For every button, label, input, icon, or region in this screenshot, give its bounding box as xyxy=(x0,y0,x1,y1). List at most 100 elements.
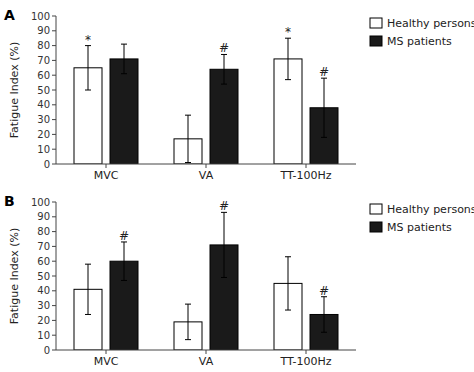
error-bar xyxy=(221,212,227,277)
y-tick-label: 50 xyxy=(37,271,50,282)
y-tick-label: 40 xyxy=(37,285,50,296)
panel: **##0102030405060708090100MVCVATT-100HzF… xyxy=(4,7,474,182)
x-tick-label: TT-100Hz xyxy=(279,355,331,368)
annotation: # xyxy=(119,229,129,243)
y-tick xyxy=(52,30,56,31)
x-tick-label: TT-100Hz xyxy=(279,169,331,182)
figure: **##0102030405060708090100MVCVATT-100HzF… xyxy=(0,0,474,372)
error-cap xyxy=(321,332,327,333)
error-bar xyxy=(121,44,127,74)
x-tick xyxy=(206,350,207,354)
y-tick-label: 60 xyxy=(37,70,50,81)
y-tick xyxy=(52,149,56,150)
error-cap xyxy=(285,256,291,257)
annotation: # xyxy=(219,41,229,55)
y-axis-label: Fatigue Index (%) xyxy=(8,42,21,138)
error-cap xyxy=(285,79,291,80)
x-tick xyxy=(106,164,107,168)
error-cap xyxy=(185,339,191,340)
panel: ###0102030405060708090100MVCVATT-100HzFa… xyxy=(4,193,474,368)
plot-area xyxy=(74,212,338,350)
panel-label: B xyxy=(4,193,15,209)
y-tick xyxy=(52,45,56,46)
bar xyxy=(110,59,138,164)
error-cap xyxy=(121,280,127,281)
error-line xyxy=(188,304,189,340)
error-line xyxy=(88,264,89,314)
y-tick-label: 0 xyxy=(44,159,50,170)
y-axis-label: Fatigue Index (%) xyxy=(8,228,21,324)
x-tick-label: VA xyxy=(199,169,214,182)
legend: Healthy persons MS patients xyxy=(370,17,474,48)
error-cap xyxy=(121,44,127,45)
annotation: # xyxy=(319,284,329,298)
error-line xyxy=(124,242,125,280)
y-tick xyxy=(52,276,56,277)
y-tick xyxy=(52,202,56,203)
y-tick-label: 100 xyxy=(31,11,50,22)
x-tick xyxy=(306,164,307,168)
y-tick-label: 30 xyxy=(37,114,50,125)
y-tick xyxy=(52,90,56,91)
error-bar xyxy=(85,46,91,90)
error-line xyxy=(288,38,289,79)
error-cap xyxy=(285,310,291,311)
y-tick-label: 20 xyxy=(37,129,50,140)
error-bar xyxy=(321,78,327,137)
y-tick-label: 10 xyxy=(37,144,50,155)
x-tick-label: VA xyxy=(199,355,214,368)
y-tick-label: 20 xyxy=(37,315,50,326)
legend-swatch xyxy=(370,222,382,232)
y-tick xyxy=(52,134,56,135)
y-tick-label: 80 xyxy=(37,40,50,51)
y-tick xyxy=(52,104,56,105)
y-tick-label: 70 xyxy=(37,241,50,252)
error-line xyxy=(324,297,325,333)
error-cap xyxy=(185,304,191,305)
legend-label: Healthy persons xyxy=(387,17,474,30)
legend-swatch xyxy=(370,18,382,28)
error-line xyxy=(224,54,225,84)
x-tick xyxy=(306,350,307,354)
plot-area xyxy=(74,38,338,164)
y-tick-label: 90 xyxy=(37,25,50,36)
y-tick xyxy=(52,350,56,351)
error-cap xyxy=(221,84,227,85)
error-cap xyxy=(85,264,91,265)
error-line xyxy=(124,44,125,74)
error-bar xyxy=(285,38,291,79)
y-tick xyxy=(52,335,56,336)
legend-label: MS patients xyxy=(387,35,452,48)
y-tick xyxy=(52,261,56,262)
error-cap xyxy=(185,115,191,116)
y-tick-label: 80 xyxy=(37,226,50,237)
y-tick-label: 70 xyxy=(37,55,50,66)
legend-label: Healthy persons xyxy=(387,203,474,216)
y-tick-label: 90 xyxy=(37,211,50,222)
y-tick xyxy=(52,290,56,291)
legend-swatch xyxy=(370,204,382,214)
y-tick-label: 10 xyxy=(37,330,50,341)
error-line xyxy=(324,78,325,137)
error-cap xyxy=(85,90,91,91)
y-tick-label: 60 xyxy=(37,256,50,267)
error-cap xyxy=(321,137,327,138)
error-bar xyxy=(321,297,327,333)
annotation: # xyxy=(319,65,329,79)
y-tick xyxy=(52,320,56,321)
y-tick-label: 0 xyxy=(44,345,50,356)
panel-label: A xyxy=(4,7,15,23)
y-tick xyxy=(52,305,56,306)
error-cap xyxy=(85,314,91,315)
y-tick-label: 100 xyxy=(31,197,50,208)
x-tick-label: MVC xyxy=(94,355,119,368)
y-tick xyxy=(52,231,56,232)
annotation: * xyxy=(285,25,291,39)
y-tick xyxy=(52,246,56,247)
y-tick xyxy=(52,164,56,165)
x-tick-label: MVC xyxy=(94,169,119,182)
error-cap xyxy=(185,162,191,163)
error-cap xyxy=(121,73,127,74)
x-tick xyxy=(206,164,207,168)
error-bar xyxy=(85,264,91,314)
